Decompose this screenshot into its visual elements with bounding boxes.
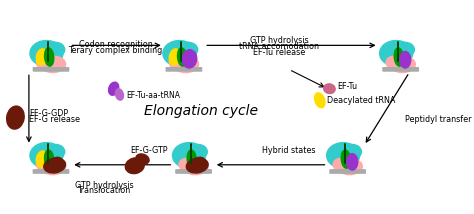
FancyBboxPatch shape <box>176 170 211 173</box>
FancyBboxPatch shape <box>33 68 69 71</box>
Ellipse shape <box>109 82 119 95</box>
Ellipse shape <box>315 93 325 108</box>
Ellipse shape <box>390 56 415 73</box>
Ellipse shape <box>396 42 414 57</box>
Ellipse shape <box>173 56 199 73</box>
Ellipse shape <box>182 158 208 175</box>
Text: Hybrid states: Hybrid states <box>262 146 316 155</box>
Ellipse shape <box>45 150 54 168</box>
Ellipse shape <box>7 106 24 129</box>
Ellipse shape <box>46 42 65 57</box>
Ellipse shape <box>194 157 205 166</box>
Ellipse shape <box>46 144 65 159</box>
Text: Codon recognition: Codon recognition <box>79 40 153 49</box>
Text: EF-G-GDP: EF-G-GDP <box>29 109 68 118</box>
Ellipse shape <box>125 158 145 174</box>
Ellipse shape <box>163 40 196 66</box>
Text: Terary complex binding: Terary complex binding <box>68 46 163 55</box>
Text: GTP hydrolysis: GTP hydrolysis <box>75 181 133 190</box>
Ellipse shape <box>179 158 195 171</box>
Ellipse shape <box>40 56 65 73</box>
Ellipse shape <box>327 143 360 168</box>
Ellipse shape <box>182 50 197 68</box>
Ellipse shape <box>30 40 63 66</box>
Text: EF-Tu release: EF-Tu release <box>253 48 305 56</box>
Ellipse shape <box>380 40 412 66</box>
Ellipse shape <box>343 144 361 159</box>
Ellipse shape <box>187 150 196 168</box>
FancyBboxPatch shape <box>383 68 419 71</box>
Ellipse shape <box>30 143 63 168</box>
Text: Deacylated tRNA: Deacylated tRNA <box>328 96 396 105</box>
Ellipse shape <box>400 52 410 68</box>
Ellipse shape <box>169 56 186 69</box>
Text: tRNA accomodation: tRNA accomodation <box>239 42 319 51</box>
Ellipse shape <box>45 48 54 66</box>
Ellipse shape <box>52 157 63 166</box>
Ellipse shape <box>136 154 149 164</box>
Ellipse shape <box>116 89 123 100</box>
Ellipse shape <box>173 143 205 168</box>
Text: EF-G release: EF-G release <box>29 115 80 124</box>
Ellipse shape <box>40 158 65 175</box>
Ellipse shape <box>36 151 47 167</box>
Text: Translocation: Translocation <box>77 186 131 195</box>
Ellipse shape <box>186 158 208 173</box>
Ellipse shape <box>394 48 403 66</box>
Text: GTP hydrolysis: GTP hydrolysis <box>250 36 309 45</box>
Ellipse shape <box>341 150 350 168</box>
Ellipse shape <box>324 84 335 94</box>
Text: Elongation cycle: Elongation cycle <box>144 104 258 118</box>
Text: EF-Tu-aa-tRNA: EF-Tu-aa-tRNA <box>126 91 180 100</box>
FancyBboxPatch shape <box>33 170 69 173</box>
Ellipse shape <box>179 42 198 57</box>
Ellipse shape <box>36 158 53 171</box>
FancyBboxPatch shape <box>330 170 365 173</box>
Ellipse shape <box>44 158 65 173</box>
FancyBboxPatch shape <box>166 68 201 71</box>
Ellipse shape <box>347 154 358 170</box>
Text: Peptidyl transfer: Peptidyl transfer <box>405 115 472 124</box>
Ellipse shape <box>36 49 47 65</box>
Ellipse shape <box>333 158 349 171</box>
Ellipse shape <box>177 48 187 66</box>
Text: EF-G-GTP: EF-G-GTP <box>130 146 168 155</box>
Ellipse shape <box>189 144 207 159</box>
Ellipse shape <box>337 158 362 175</box>
Ellipse shape <box>169 49 181 65</box>
Text: EF-Tu: EF-Tu <box>337 82 357 91</box>
Ellipse shape <box>386 56 402 69</box>
Ellipse shape <box>36 56 53 69</box>
